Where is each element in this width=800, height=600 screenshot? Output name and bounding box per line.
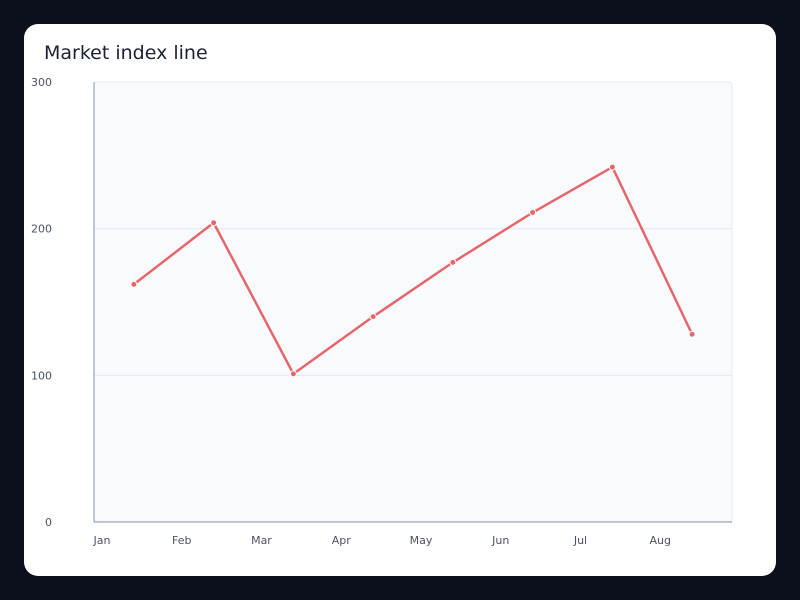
data-point-may (449, 258, 457, 266)
plot-area (93, 81, 733, 523)
data-point-jul (608, 163, 616, 171)
data-point-jun (529, 209, 537, 217)
chart-title: Market index line (44, 42, 208, 64)
x-tick-label-feb: Feb (172, 534, 191, 547)
line-chart: 0 100 200 300 Jan Feb Mar Apr May Jun Jul Aug (31, 76, 733, 547)
data-point-mar (289, 370, 297, 378)
y-tick-label-0: 0 (45, 516, 52, 529)
y-tick-label-200: 200 (31, 223, 52, 236)
x-tick-label-apr: Apr (332, 534, 352, 547)
x-tick-label-aug: Aug (649, 534, 670, 547)
gridlines (94, 228, 732, 376)
x-tick-label-jun: Jun (491, 534, 509, 547)
chart-card: Market index line 0 100 200 300 Jan Feb Mar Ap… (24, 24, 776, 576)
x-tick-label-may: May (410, 534, 433, 547)
data-point-jan (130, 280, 138, 288)
y-tick-label-100: 100 (31, 369, 52, 382)
x-tick-labels: Jan Feb Mar Apr May Jun Jul Aug (92, 534, 670, 547)
x-tick-label-jan: Jan (92, 534, 110, 547)
x-tick-label-mar: Mar (251, 534, 272, 547)
series-line-0 (132, 165, 694, 376)
x-tick-label-jul: Jul (573, 534, 587, 547)
data-point-aug (688, 330, 696, 338)
data-point-feb (210, 219, 218, 227)
y-tick-labels: 0 100 200 300 (31, 76, 52, 529)
series-layer (130, 163, 696, 378)
y-tick-label-300: 300 (31, 76, 52, 89)
data-point-apr (369, 313, 377, 321)
